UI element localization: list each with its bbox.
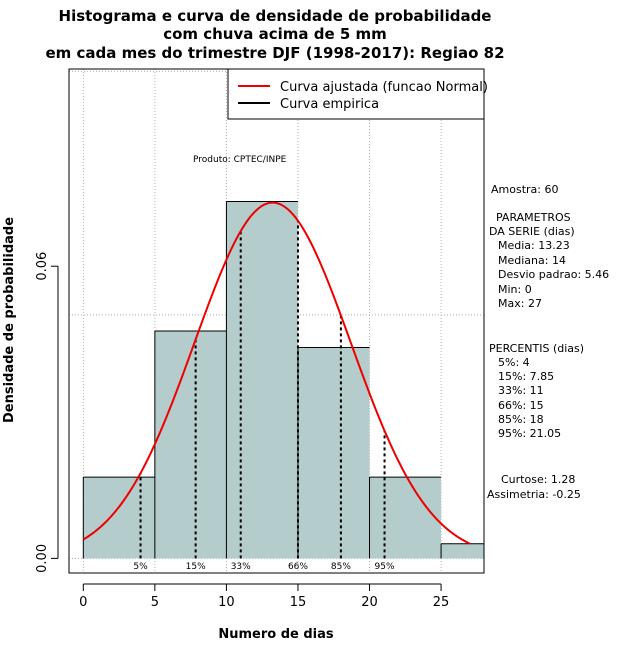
x-tick-label: 10 [218, 595, 235, 610]
chart-title-line-1: Histograma e curva de densidade de proba… [59, 7, 492, 25]
stat-p15: 15%: 7.85 [498, 370, 554, 383]
legend-box [227, 68, 485, 120]
stat-desvio: Desvio padrao: 5.46 [498, 268, 609, 281]
stat-params-title-1: PARAMETROS [496, 211, 571, 224]
stat-max: Max: 27 [498, 297, 542, 310]
percentile-label: 15% [186, 562, 206, 572]
percentile-label: 85% [331, 562, 351, 572]
histogram-bar [154, 330, 227, 559]
stat-amostra: Amostra: 60 [491, 183, 558, 196]
axes-layer: 0 5 10 15 20 25 0.00 0.06 [35, 252, 449, 610]
histogram-bar [297, 347, 370, 559]
x-tick-label: 5 [151, 595, 159, 610]
stat-media: Media: 13.23 [498, 239, 570, 252]
chart-title-line-3: em cada mes do trimestre DJF (1998-2017)… [45, 44, 504, 62]
x-tick-label: 0 [79, 595, 87, 610]
statistics-panel: Amostra: 60 PARAMETROS DA SERIE (dias) M… [487, 183, 609, 501]
percentile-label: 95% [375, 562, 395, 572]
percentile-label: 33% [231, 562, 251, 572]
stat-p85: 85%: 18 [498, 413, 544, 426]
x-tick-label: 20 [361, 595, 378, 610]
stat-p66: 66%: 15 [498, 399, 544, 412]
stat-params-title-2: DA SERIE (dias) [489, 225, 575, 238]
stat-percentis-title: PERCENTIS (dias) [489, 342, 584, 355]
bars-layer [82, 200, 485, 559]
histogram-bar [83, 477, 155, 559]
histogram-bar [369, 477, 442, 559]
fit-curve-layer [82, 201, 471, 545]
stat-assimetria: Assimetria: -0.25 [487, 488, 581, 501]
percentile-lines-layer: 5% 15% 33% 66% 85% 95% [133, 220, 395, 572]
y-tick-label: 0.06 [35, 252, 50, 281]
x-tick-label: 25 [433, 595, 450, 610]
normal-fit-curve [82, 201, 471, 545]
stat-min: Min: 0 [498, 283, 532, 296]
stat-mediana: Mediana: 14 [498, 254, 566, 267]
legend-fit-label: Curva ajustada (funcao Normal) [280, 80, 488, 95]
percentile-label: 66% [288, 562, 308, 572]
x-axis-title: Numero de dias [218, 627, 334, 642]
stat-p95: 95%: 21.05 [498, 427, 561, 440]
y-tick-label: 0.00 [35, 544, 50, 573]
chart-title-line-2: com chuva acima de 5 mm [163, 25, 387, 43]
stat-p33: 33%: 11 [498, 384, 544, 397]
legend: Curva ajustada (funcao Normal) Curva emp… [227, 68, 488, 120]
stat-curtose: Curtose: 1.28 [501, 473, 575, 486]
product-label: Produto: CPTEC/INPE [193, 155, 287, 165]
percentile-label: 5% [133, 562, 148, 572]
stat-p5: 5%: 4 [498, 356, 530, 369]
y-axis-title: Densidade de probabilidade [2, 217, 17, 423]
histogram-bar [226, 201, 298, 559]
legend-empirical-label: Curva empirica [280, 97, 379, 112]
x-tick-label: 15 [290, 595, 307, 610]
histogram-bar [441, 543, 484, 559]
